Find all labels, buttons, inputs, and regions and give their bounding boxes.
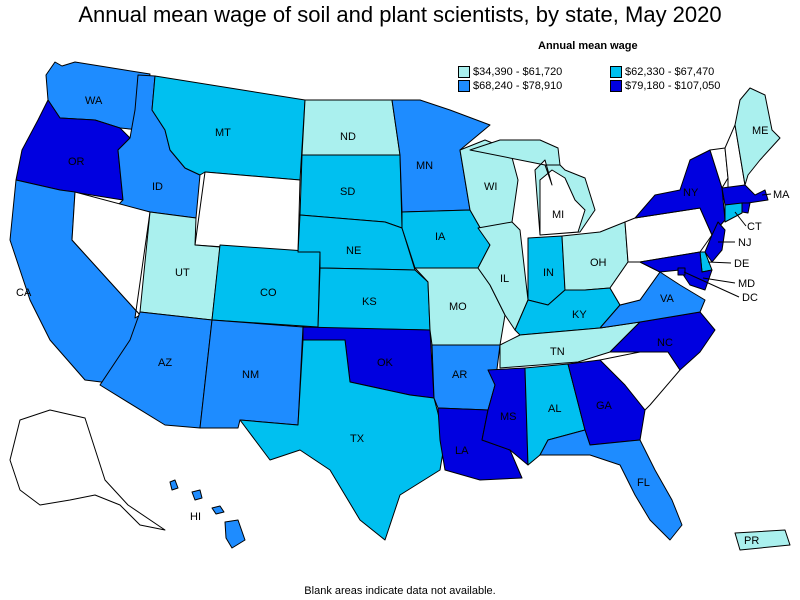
state-co[interactable] [211,244,321,328]
label-nj: NJ [738,237,751,249]
state-ak[interactable] [9,409,166,531]
label-ne: NE [346,245,361,257]
state-ma[interactable] [721,184,769,206]
label-ok: OK [377,357,394,369]
label-tn: TN [550,346,565,358]
legend-item-2: $62,330 - $67,470 [610,66,714,78]
state-nv[interactable] [71,191,151,319]
label-co: CO [260,287,277,299]
footnote: Blank areas indicate data not available. [304,585,496,597]
label-la: LA [455,445,469,457]
legend-label-2: $62,330 - $67,470 [625,66,715,78]
us-state-map: WA OR CA ID MT UT AZ CO NM ND SD NE KS O… [9,61,791,551]
label-hi: HI [190,511,201,523]
label-tx: TX [350,433,365,445]
label-de: DE [734,258,749,270]
state-ri[interactable] [741,202,751,214]
state-fl[interactable] [539,429,683,541]
label-ms: MS [500,411,517,423]
state-me[interactable] [734,87,781,186]
state-ct[interactable] [724,202,743,223]
label-fl: FL [637,477,650,489]
legend-swatch-4 [610,80,622,92]
state-wy[interactable] [194,171,301,253]
label-mi: MI [552,209,564,221]
legend-label-4: $79,180 - $107,050 [625,80,721,92]
label-va: VA [660,293,675,305]
state-dc[interactable] [677,267,686,276]
legend-title: Annual mean wage [538,40,638,52]
label-mo: MO [449,301,467,313]
state-hi[interactable] [169,479,246,549]
label-ut: UT [175,267,190,279]
state-tx[interactable] [239,339,446,541]
label-al: AL [548,403,561,415]
state-pr[interactable] [734,529,791,551]
label-ca: CA [16,287,32,299]
label-ma: MA [773,189,790,201]
legend-swatch-2 [610,66,622,78]
label-in: IN [543,267,554,279]
label-az: AZ [158,357,172,369]
state-nd[interactable] [301,99,401,156]
label-or: OR [68,156,85,168]
label-oh: OH [590,257,607,269]
state-il[interactable] [477,221,529,331]
label-ks: KS [362,296,377,308]
label-ia: IA [435,231,446,243]
legend-item-4: $79,180 - $107,050 [610,80,720,92]
legend-item-3: $68,240 - $78,910 [458,80,562,92]
label-ar: AR [452,369,467,381]
state-md[interactable] [639,251,713,291]
label-nm: NM [242,369,259,381]
label-dc: DC [742,292,758,304]
label-nd: ND [340,131,356,143]
label-mt: MT [215,127,231,139]
label-ga: GA [596,400,613,412]
legend-label-1: $34,390 - $61,720 [473,66,563,78]
label-wi: WI [484,181,497,193]
label-ct: CT [747,221,762,233]
map-title: Annual mean wage of soil and plant scien… [78,2,722,27]
leader-lines [683,193,772,298]
label-pr: PR [744,535,759,547]
label-md: MD [738,278,755,290]
label-id: ID [152,181,163,193]
label-nc: NC [657,337,673,349]
legend-label-3: $68,240 - $78,910 [473,80,563,92]
label-wa: WA [85,95,103,107]
state-mi[interactable] [469,139,596,236]
legend-item-1: $34,390 - $61,720 [458,66,562,78]
label-ny: NY [683,187,699,199]
label-me: ME [752,125,769,137]
state-labels: WA OR CA ID MT UT AZ CO NM ND SD NE KS O… [16,95,790,547]
label-mn: MN [416,160,433,172]
label-ky: KY [572,309,587,321]
legend-swatch-3 [458,80,470,92]
legend-swatch-1 [458,66,470,78]
label-sd: SD [340,186,355,198]
label-il: IL [500,273,509,285]
state-wi[interactable] [459,139,519,246]
